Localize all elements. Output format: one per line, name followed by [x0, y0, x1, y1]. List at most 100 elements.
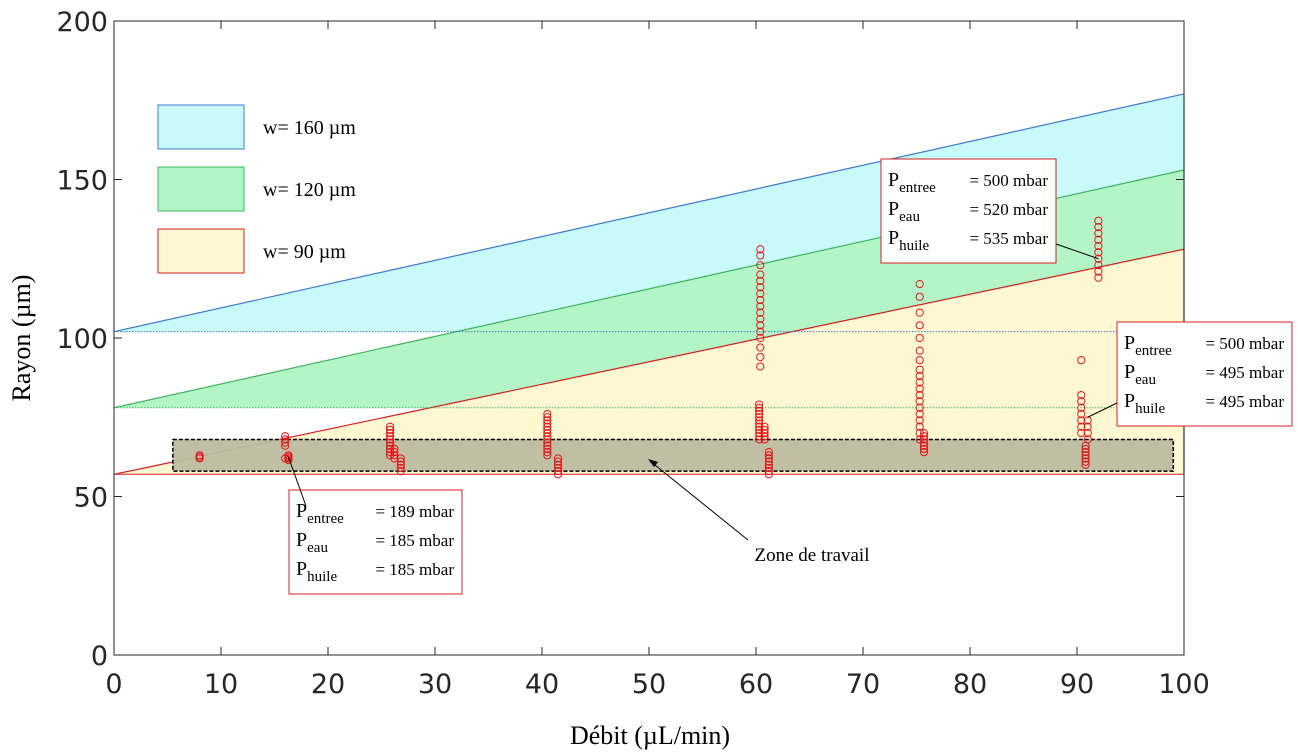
- point-9-7: [756, 308, 765, 317]
- point-17-7: [1094, 229, 1103, 238]
- point-8-7: [755, 413, 764, 422]
- point-14-6: [1077, 390, 1086, 400]
- point-10-1: [760, 432, 769, 441]
- point-9-14: [756, 260, 765, 270]
- point-14-4: [1077, 403, 1086, 412]
- point-5-2: [396, 460, 405, 469]
- annotation-box: [1116, 321, 1293, 427]
- point-14-7: [1077, 356, 1086, 365]
- point-17-2: [1094, 260, 1103, 270]
- annotation-box: [288, 489, 463, 595]
- point-6-0: [543, 451, 552, 460]
- point-9-0: [756, 362, 765, 371]
- point-11-1: [764, 467, 773, 476]
- point-6-8: [543, 425, 552, 435]
- legend-swatch-2: [157, 228, 245, 274]
- point-5-0: [396, 467, 405, 476]
- point-10-2: [760, 429, 769, 438]
- annotation-value: = 189 mbar: [375, 502, 454, 521]
- point-0-2: [195, 451, 204, 460]
- x-tick-label: 30: [418, 669, 452, 700]
- point-11-6: [764, 451, 773, 460]
- point-17-1: [1094, 267, 1103, 276]
- legend: w= 160 µm w= 120 µm w= 90 µm: [157, 104, 356, 274]
- annotation-box: [880, 158, 1057, 264]
- point-9-15: [756, 251, 765, 260]
- point-1-2: [281, 438, 290, 447]
- point-8-10: [755, 403, 764, 412]
- band-upper-0: [113, 93, 1185, 333]
- annotation-line: Peau: [1124, 361, 1156, 388]
- point-9-16: [756, 245, 765, 254]
- zone-arrow-head: [648, 459, 658, 467]
- point-6-3: [543, 441, 552, 450]
- annotation-line: Pentree: [888, 169, 936, 196]
- x-tick-label: 50: [632, 669, 666, 700]
- point-14-3: [1077, 409, 1086, 419]
- y-tick-label: 200: [56, 7, 108, 38]
- point-5-3: [396, 457, 405, 466]
- point-1-4: [281, 432, 290, 441]
- x-tick-label: 90: [1060, 669, 1094, 700]
- point-10-3: [760, 425, 769, 435]
- point-16-2: [1083, 422, 1092, 431]
- point-9-4: [756, 327, 765, 336]
- point-12-7: [915, 390, 924, 400]
- point-8-6: [755, 416, 764, 425]
- annotation-value: = 495 mbar: [1205, 392, 1284, 411]
- band-upper-2: [113, 248, 1185, 475]
- point-4-3: [390, 444, 399, 454]
- zone-layer: Zone de travail: [172, 438, 1175, 566]
- point-7-3: [553, 460, 563, 469]
- x-tick-label: 60: [739, 669, 773, 700]
- point-6-10: [543, 419, 552, 428]
- point-15-2: [1081, 454, 1090, 463]
- point-9-10: [756, 289, 765, 298]
- point-2-3: [284, 451, 293, 460]
- point-11-3: [764, 460, 773, 469]
- point-12-9: [915, 378, 924, 387]
- point-11-4: [764, 457, 773, 466]
- point-17-8: [1094, 222, 1103, 232]
- annotation-line: Phuile: [1124, 390, 1165, 417]
- annotation-value: = 535 mbar: [969, 229, 1048, 248]
- point-14-2: [1077, 416, 1086, 425]
- point-15-3: [1081, 451, 1090, 460]
- annotation-arrow: [287, 456, 307, 507]
- point-9-6: [756, 314, 765, 324]
- x-tick-label: 10: [204, 669, 238, 700]
- x-tick-label: 100: [1158, 669, 1210, 700]
- point-7-2: [553, 463, 563, 473]
- point-13-1: [919, 444, 929, 454]
- annotation-arrow: [1055, 243, 1099, 260]
- point-17-0: [1094, 273, 1103, 282]
- point-9-12: [756, 276, 765, 286]
- point-12-15: [915, 321, 924, 330]
- point-3-9: [385, 422, 395, 431]
- zone-de-travail-rect: [172, 438, 1175, 472]
- point-4-0: [390, 454, 399, 463]
- point-7-1: [553, 467, 563, 476]
- y-tick-label: 0: [91, 641, 108, 672]
- point-15-0: [1081, 460, 1090, 469]
- point-5-1: [396, 463, 405, 473]
- point-14-1: [1077, 422, 1086, 431]
- annotation-line: Pentree: [296, 500, 344, 527]
- x-tick-label: 70: [846, 669, 880, 700]
- point-16-0: [1083, 435, 1092, 444]
- point-12-2: [915, 422, 924, 431]
- annotation-line: Phuile: [888, 227, 929, 254]
- point-12-4: [915, 409, 924, 419]
- point-7-5: [553, 454, 563, 463]
- zone-arrow-line: [649, 460, 749, 541]
- annotation-value: = 185 mbar: [375, 560, 454, 579]
- point-9-8: [756, 302, 765, 311]
- point-12-13: [915, 346, 924, 355]
- annotation-arrow: [1087, 402, 1118, 418]
- point-13-5: [919, 432, 929, 441]
- points-layer: [195, 216, 1103, 479]
- point-6-11: [543, 416, 552, 425]
- point-16-1: [1083, 429, 1092, 438]
- point-11-2: [764, 463, 773, 473]
